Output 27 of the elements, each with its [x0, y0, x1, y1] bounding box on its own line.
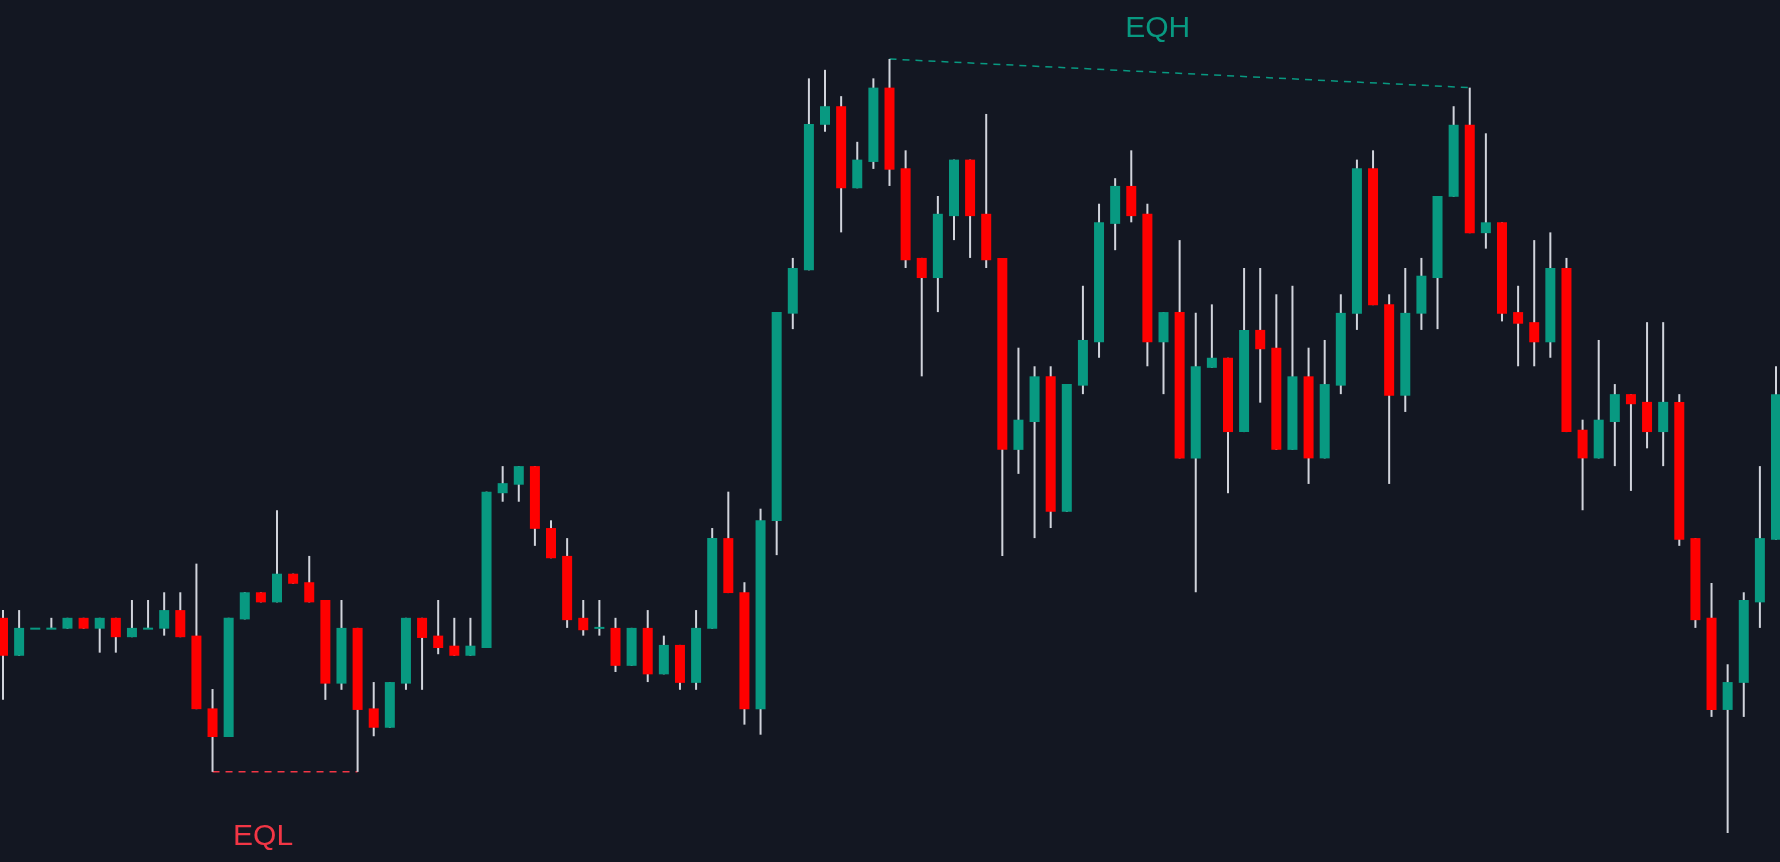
candlestick	[594, 599, 605, 637]
candlestick	[513, 465, 524, 503]
candlestick	[159, 591, 170, 637]
candlestick	[497, 465, 508, 503]
candlestick	[1625, 393, 1636, 492]
candlestick	[820, 68, 831, 133]
candlestick	[304, 554, 315, 604]
candlestick	[1206, 303, 1217, 369]
candlestick	[1513, 284, 1524, 368]
candlestick	[368, 681, 379, 738]
candlestick	[1255, 266, 1266, 404]
candlestick	[1529, 239, 1540, 368]
candlestick	[578, 599, 589, 637]
candlestick	[449, 616, 460, 657]
series-label: EQH	[1125, 10, 1191, 44]
candlestick	[465, 616, 476, 657]
candlestick	[143, 599, 154, 630]
candlestick	[916, 256, 927, 378]
candlestick	[94, 616, 105, 654]
candlestick	[433, 599, 444, 656]
candlestick	[30, 627, 41, 630]
series-label: EQL	[233, 817, 294, 851]
candlestick	[126, 599, 137, 639]
candlestick	[46, 616, 57, 630]
candlestick	[1480, 132, 1491, 250]
candlestick	[110, 616, 121, 654]
candlestick	[417, 616, 428, 691]
